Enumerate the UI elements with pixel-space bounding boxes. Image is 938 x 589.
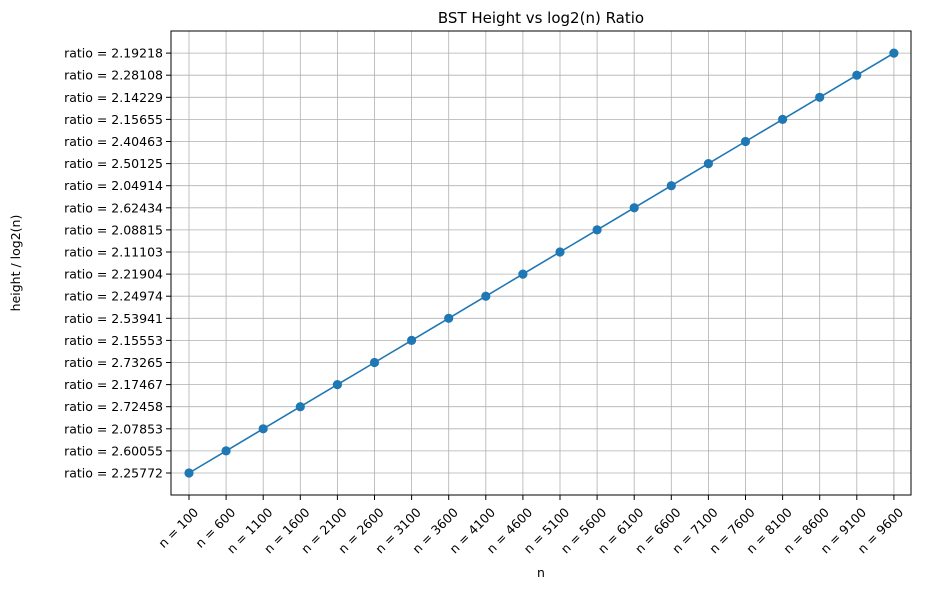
y-ticks: ratio = 2.25772 ratio = 2.60055 ratio = 2.…	[64, 46, 171, 481]
data-point	[629, 203, 639, 213]
chart-title: BST Height vs log2(n) Ratio	[438, 9, 644, 27]
data-point	[889, 48, 899, 58]
data-point	[332, 380, 342, 390]
y-tick-label: ratio = 2.40463	[64, 134, 163, 149]
y-tick-label: ratio = 2.07853	[64, 421, 163, 436]
plot-frame	[170, 30, 912, 496]
y-tick-label: ratio = 2.73265	[64, 355, 163, 370]
data-point	[592, 225, 602, 235]
y-axis-label: height / log2(n)	[8, 215, 23, 312]
y-tick-label: ratio = 2.17467	[64, 377, 163, 392]
y-tick-label: ratio = 2.15553	[64, 333, 163, 348]
y-tick-label: ratio = 2.11103	[64, 245, 163, 260]
data-point	[852, 70, 862, 80]
grid	[171, 31, 911, 495]
data-point	[555, 247, 565, 257]
y-tick-label: ratio = 2.24974	[64, 289, 163, 304]
data-point	[184, 468, 194, 478]
data-point	[703, 159, 714, 169]
x-axis-label: n	[537, 565, 545, 580]
series	[184, 48, 899, 478]
y-tick-label: ratio = 2.15655	[64, 112, 163, 127]
data-point	[444, 313, 454, 323]
y-tick-label: ratio = 2.28108	[64, 68, 163, 83]
y-tick-label: ratio = 2.62434	[64, 200, 163, 215]
y-tick-label: ratio = 2.19218	[64, 46, 163, 61]
y-tick-label: ratio = 2.60055	[64, 443, 163, 458]
data-point	[221, 446, 231, 456]
data-point	[518, 269, 528, 279]
y-tick-label: ratio = 2.14229	[64, 90, 163, 105]
data-point	[407, 335, 417, 345]
y-tick-label: ratio = 2.53941	[64, 311, 163, 326]
data-point	[740, 136, 751, 147]
data-point	[481, 291, 491, 301]
y-tick-label: ratio = 2.50125	[64, 156, 163, 171]
y-tick-label: ratio = 2.04914	[64, 178, 163, 193]
data-point	[369, 357, 380, 368]
y-tick-label: ratio = 2.25772	[64, 466, 163, 481]
data-point	[778, 114, 788, 124]
y-tick-label: ratio = 2.21904	[64, 267, 163, 282]
y-tick-label: ratio = 2.72458	[64, 399, 163, 414]
data-point	[258, 424, 268, 434]
series-line	[188, 52, 895, 474]
data-point	[295, 402, 305, 412]
data-point	[666, 181, 676, 191]
y-tick-label: ratio = 2.08815	[64, 222, 163, 237]
data-point	[815, 92, 825, 102]
